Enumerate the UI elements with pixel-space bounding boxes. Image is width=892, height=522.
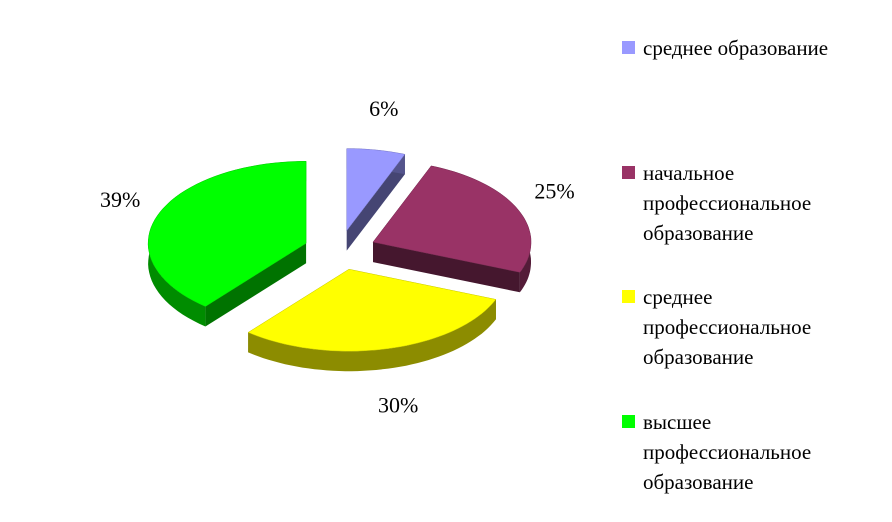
slice <box>247 268 497 352</box>
chart: 6% 25% 39% 30% <box>100 96 575 418</box>
legend-swatch <box>622 41 635 54</box>
slice-side <box>346 154 405 251</box>
legend-label: начальное профессиональное образование <box>643 161 812 245</box>
legend-label: среднее профессиональное образование <box>643 285 812 369</box>
slice <box>346 148 406 232</box>
data-label: 39% <box>100 187 140 212</box>
slice <box>372 165 532 273</box>
data-label: 25% <box>534 179 574 204</box>
data-label: 6% <box>369 96 398 121</box>
data-label: 30% <box>378 392 418 417</box>
legend-swatch <box>622 415 635 428</box>
slice-side <box>373 242 520 293</box>
legend-swatch <box>622 166 635 179</box>
slice-side <box>205 243 307 327</box>
legend-swatch <box>622 290 635 303</box>
slice <box>147 161 307 307</box>
legend-label: высшее профессиональное образование <box>643 410 812 494</box>
legend-label: среднее образование <box>643 36 829 60</box>
slice-side <box>248 299 496 372</box>
